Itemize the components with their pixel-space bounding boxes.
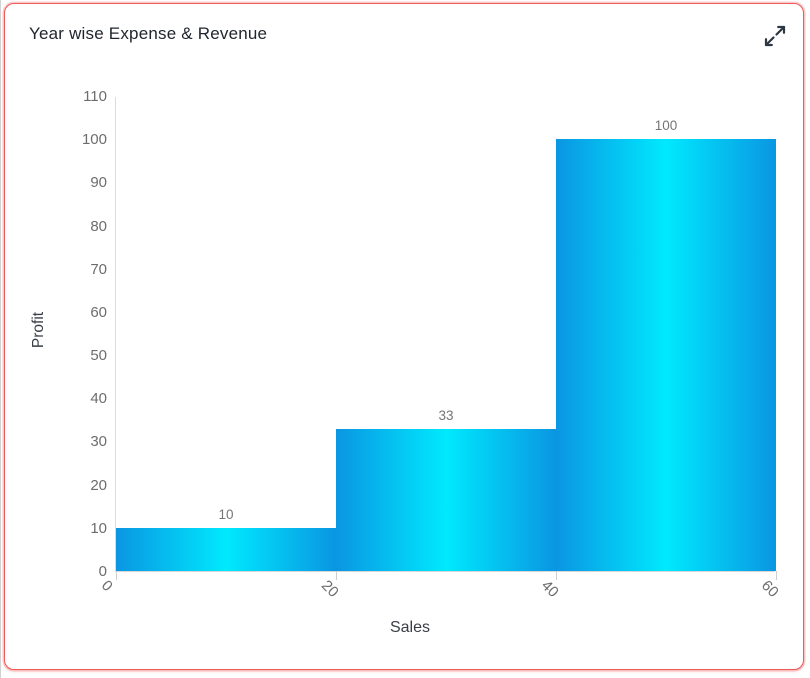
x-axis-tick-label: 20 [317,577,342,601]
y-axis-tick-label: 100 [81,131,107,149]
x-axis-tick-mark [775,571,777,580]
y-axis-tick-label: 0 [98,563,107,580]
chart-card: Year wise Expense & Revenue Profit 0 10 20… [4,3,804,670]
y-axis-tick-label: 50 [90,347,107,365]
bar-segment[interactable] [116,527,336,571]
y-axis-title: Profit [30,311,47,349]
x-axis-tick-label: 40 [537,577,562,601]
y-axis-tick-label: 20 [90,476,107,494]
card-title: Year wise Expense & Revenue [29,24,268,43]
x-axis-tick-mark [335,571,337,580]
y-axis-tick-label: 40 [90,390,107,408]
y-axis-tick-label: 110 [83,88,107,105]
x-axis-tick-mark [115,571,117,580]
y-axis-tick-label: 90 [90,174,107,192]
bar-value-label: 33 [438,407,454,423]
bar-segment[interactable] [336,428,556,571]
screen-left-edge [0,0,1,678]
bar-segment[interactable] [556,139,776,571]
x-axis-tick-label: 60 [757,577,782,601]
x-axis-title: Sales [389,619,431,636]
y-axis-tick-label: 60 [90,303,107,321]
y-axis-tick-label: 80 [90,217,107,235]
bar-value-label: 10 [218,506,234,522]
bar-value-label: 100 [654,118,678,134]
x-axis-tick-mark [555,571,557,580]
y-axis-tick-label: 10 [90,519,107,537]
y-axis-tick-label: 30 [90,433,107,451]
expand-arrows-icon [763,24,787,48]
plot-area: 0 10 20 30 40 50 60 70 80 90 100 110 0 20 40 60 10 33 100 [82,88,782,601]
expand-button[interactable] [759,20,791,52]
y-axis-tick-label: 70 [90,260,107,278]
